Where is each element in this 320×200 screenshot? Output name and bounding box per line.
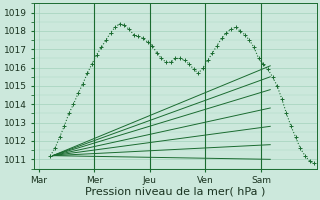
X-axis label: Pression niveau de la mer( hPa ): Pression niveau de la mer( hPa ) xyxy=(85,187,266,197)
